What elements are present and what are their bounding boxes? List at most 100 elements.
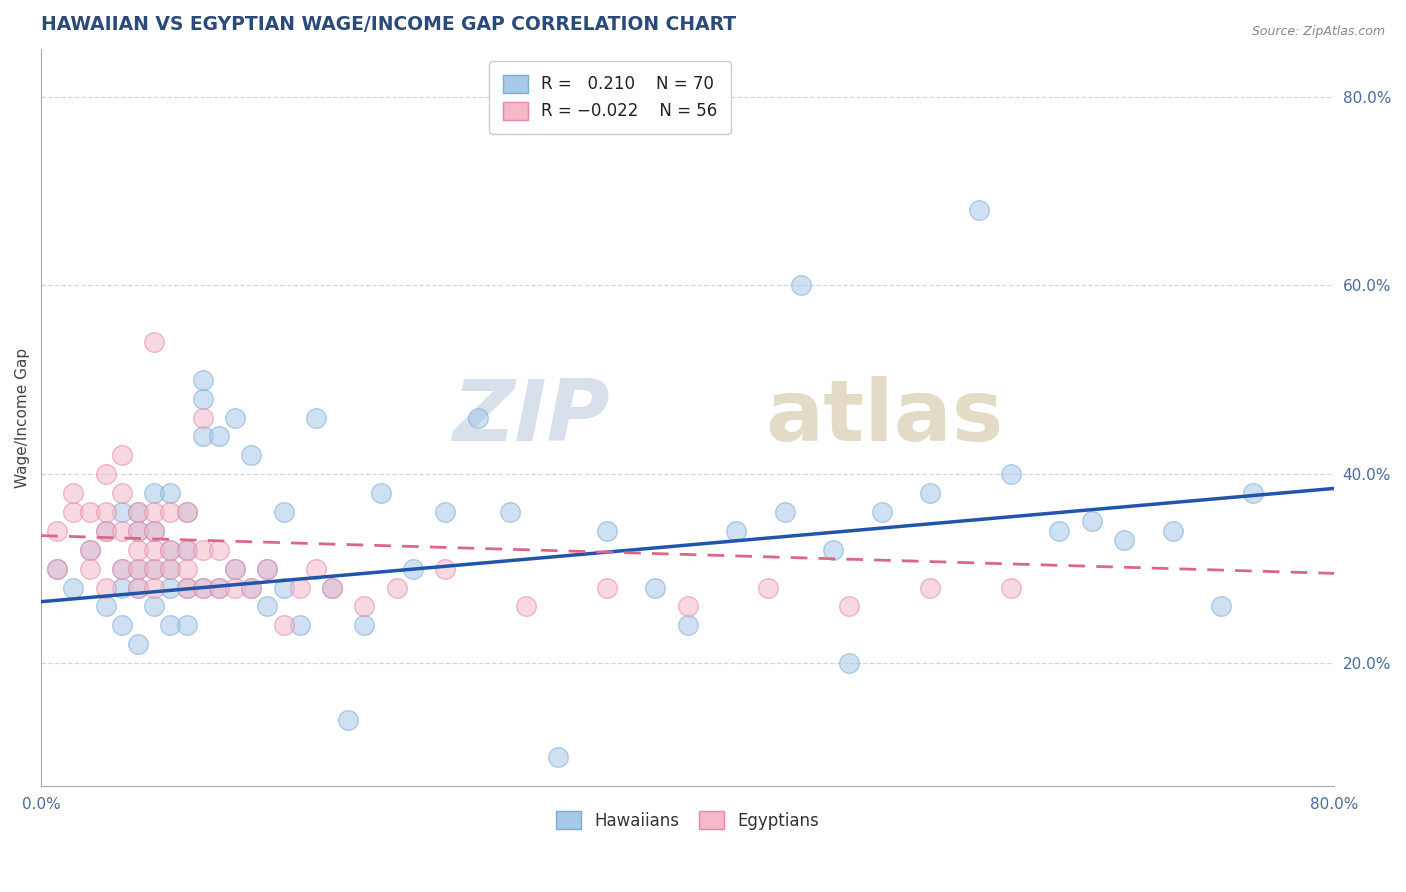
Point [224, 410, 246, 425]
Point [321, 581, 343, 595]
Point [725, 524, 748, 538]
Point [176, 581, 198, 595]
Point [208, 581, 231, 595]
Point [676, 599, 699, 614]
Point [790, 278, 813, 293]
Point [256, 599, 278, 614]
Point [111, 562, 134, 576]
Point [143, 524, 166, 538]
Point [159, 562, 181, 576]
Text: atlas: atlas [765, 376, 1004, 459]
Point [402, 562, 425, 576]
Point [773, 505, 796, 519]
Point [273, 581, 295, 595]
Point [127, 637, 149, 651]
Point [176, 542, 198, 557]
Point [79, 542, 101, 557]
Point [1080, 515, 1102, 529]
Point [676, 618, 699, 632]
Point [94, 524, 117, 538]
Point [547, 750, 569, 764]
Point [62, 505, 84, 519]
Point [79, 562, 101, 576]
Point [79, 505, 101, 519]
Point [644, 581, 666, 595]
Point [94, 524, 117, 538]
Point [1241, 486, 1264, 500]
Point [240, 581, 263, 595]
Point [111, 581, 134, 595]
Point [127, 562, 149, 576]
Point [62, 486, 84, 500]
Point [46, 524, 69, 538]
Point [79, 542, 101, 557]
Point [159, 581, 181, 595]
Point [111, 524, 134, 538]
Point [143, 542, 166, 557]
Y-axis label: Wage/Income Gap: Wage/Income Gap [15, 348, 30, 488]
Point [305, 562, 328, 576]
Point [127, 562, 149, 576]
Point [127, 505, 149, 519]
Point [176, 505, 198, 519]
Point [515, 599, 537, 614]
Point [111, 449, 134, 463]
Point [870, 505, 893, 519]
Point [143, 581, 166, 595]
Point [208, 581, 231, 595]
Point [434, 505, 457, 519]
Point [838, 599, 860, 614]
Point [337, 713, 360, 727]
Point [1000, 581, 1022, 595]
Point [143, 335, 166, 350]
Point [288, 618, 311, 632]
Point [305, 410, 328, 425]
Point [127, 581, 149, 595]
Point [176, 618, 198, 632]
Point [385, 581, 408, 595]
Point [143, 562, 166, 576]
Point [1047, 524, 1070, 538]
Point [143, 599, 166, 614]
Point [111, 486, 134, 500]
Point [273, 618, 295, 632]
Point [46, 562, 69, 576]
Point [159, 562, 181, 576]
Point [159, 542, 181, 557]
Point [176, 581, 198, 595]
Point [240, 449, 263, 463]
Point [224, 581, 246, 595]
Point [596, 581, 619, 595]
Point [920, 581, 942, 595]
Point [1161, 524, 1184, 538]
Point [127, 524, 149, 538]
Text: Source: ZipAtlas.com: Source: ZipAtlas.com [1251, 25, 1385, 38]
Legend: Hawaiians, Egyptians: Hawaiians, Egyptians [550, 805, 825, 837]
Point [127, 542, 149, 557]
Point [499, 505, 522, 519]
Point [191, 581, 214, 595]
Text: ZIP: ZIP [453, 376, 610, 459]
Point [596, 524, 619, 538]
Point [224, 562, 246, 576]
Point [467, 410, 489, 425]
Point [224, 562, 246, 576]
Point [94, 581, 117, 595]
Point [159, 486, 181, 500]
Point [353, 599, 375, 614]
Point [127, 524, 149, 538]
Point [111, 505, 134, 519]
Point [256, 562, 278, 576]
Point [191, 410, 214, 425]
Point [1209, 599, 1232, 614]
Point [94, 599, 117, 614]
Text: HAWAIIAN VS EGYPTIAN WAGE/INCOME GAP CORRELATION CHART: HAWAIIAN VS EGYPTIAN WAGE/INCOME GAP COR… [41, 15, 737, 34]
Point [256, 562, 278, 576]
Point [94, 505, 117, 519]
Point [143, 505, 166, 519]
Point [1112, 533, 1135, 548]
Point [240, 581, 263, 595]
Point [159, 618, 181, 632]
Point [208, 429, 231, 443]
Point [434, 562, 457, 576]
